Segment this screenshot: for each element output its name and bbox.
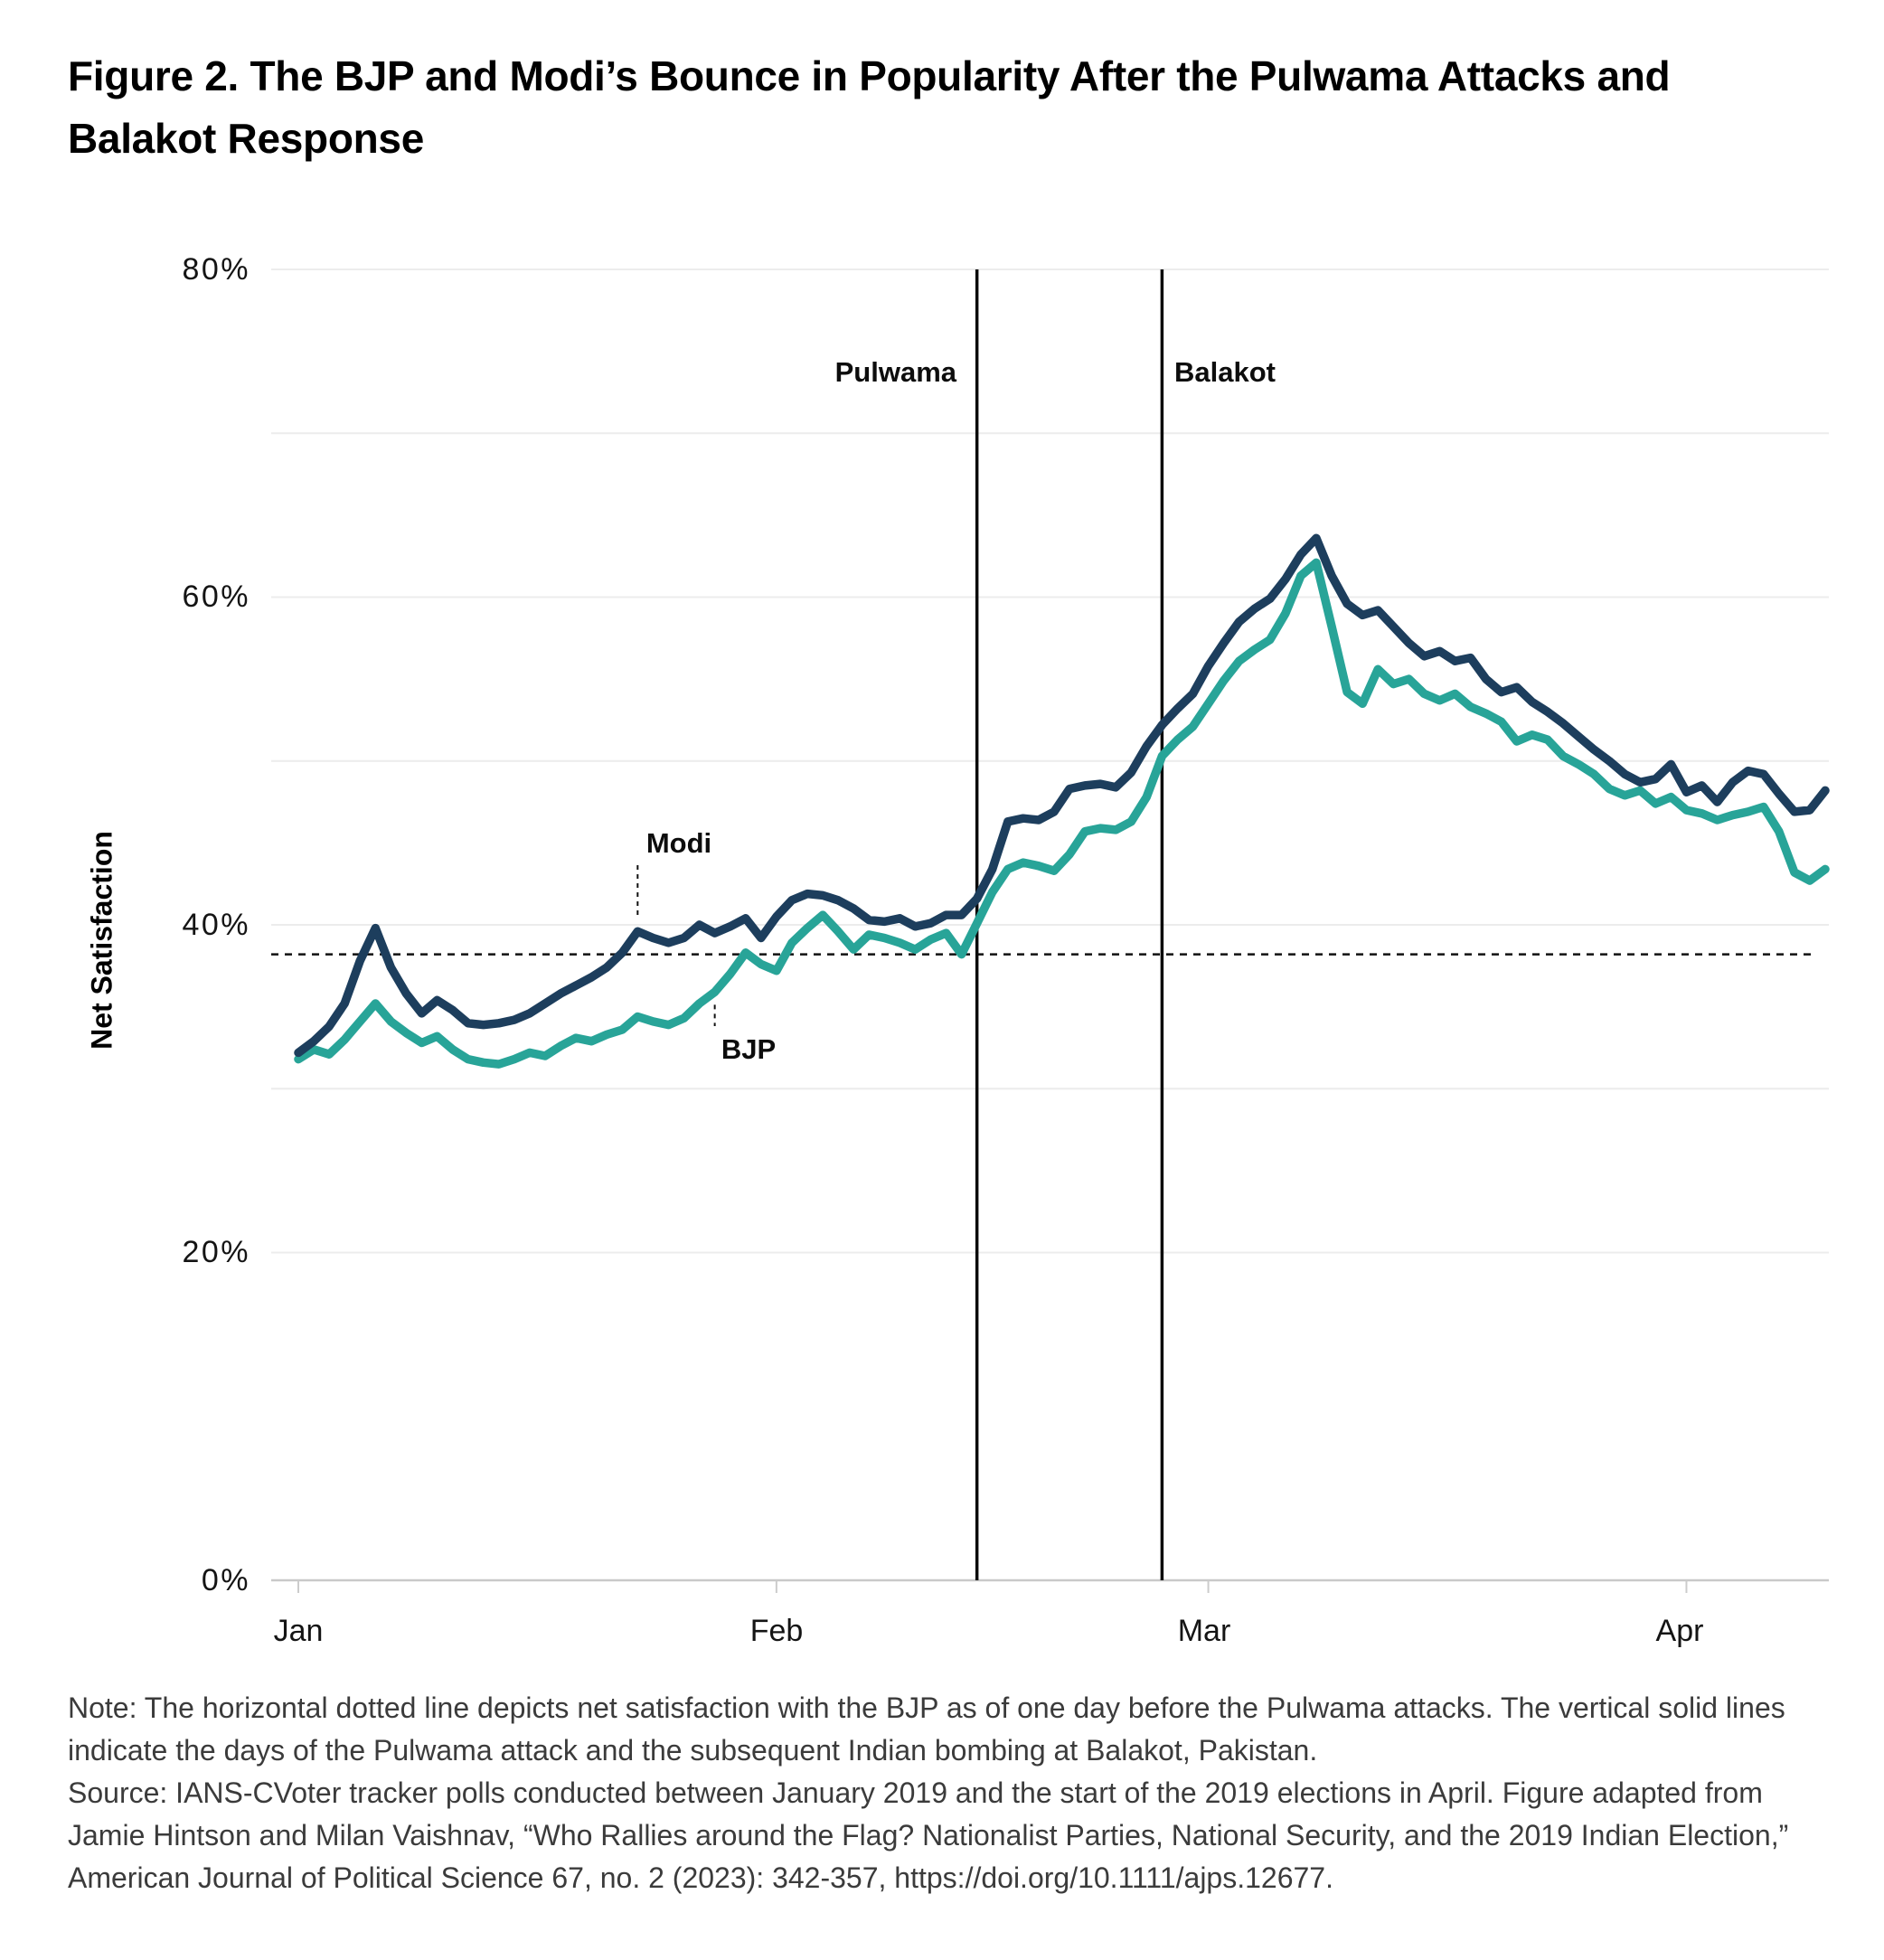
bjp-series-label: BJP — [721, 1033, 777, 1065]
chart-note: Note: The horizontal dotted line depicts… — [68, 1687, 1829, 1899]
y-tick-label-20: 20% — [182, 1235, 250, 1269]
y-tick-label-60: 60% — [182, 580, 250, 614]
y-tick-label-0: 0% — [201, 1563, 250, 1597]
y-tick-label-80: 80% — [182, 252, 250, 287]
note-text: Note: The horizontal dotted line depicts… — [68, 1691, 1785, 1767]
modi-series-line — [294, 533, 1830, 1058]
x-tick-label-mar: Mar — [1177, 1614, 1231, 1648]
source-text: Source: IANS-CVoter tracker polls conduc… — [68, 1776, 1789, 1895]
bjp-series-line — [294, 558, 1830, 1069]
y-axis-title: Net Satisfaction — [85, 831, 118, 1050]
modi-series-label: Modi — [645, 827, 712, 859]
y-tick-label-40: 40% — [182, 908, 250, 942]
x-tick-label-apr: Apr — [1655, 1614, 1704, 1648]
x-tick-label-feb: Feb — [749, 1614, 804, 1648]
x-tick-label-jan: Jan — [273, 1614, 324, 1648]
chart-title: Figure 2. The BJP and Modi’s Bounce in P… — [68, 52, 1671, 162]
line-chart-canvas — [271, 269, 1830, 1593]
pulwama-event-label: Pulwama — [834, 356, 956, 388]
balakot-event-label: Balakot — [1174, 356, 1276, 388]
